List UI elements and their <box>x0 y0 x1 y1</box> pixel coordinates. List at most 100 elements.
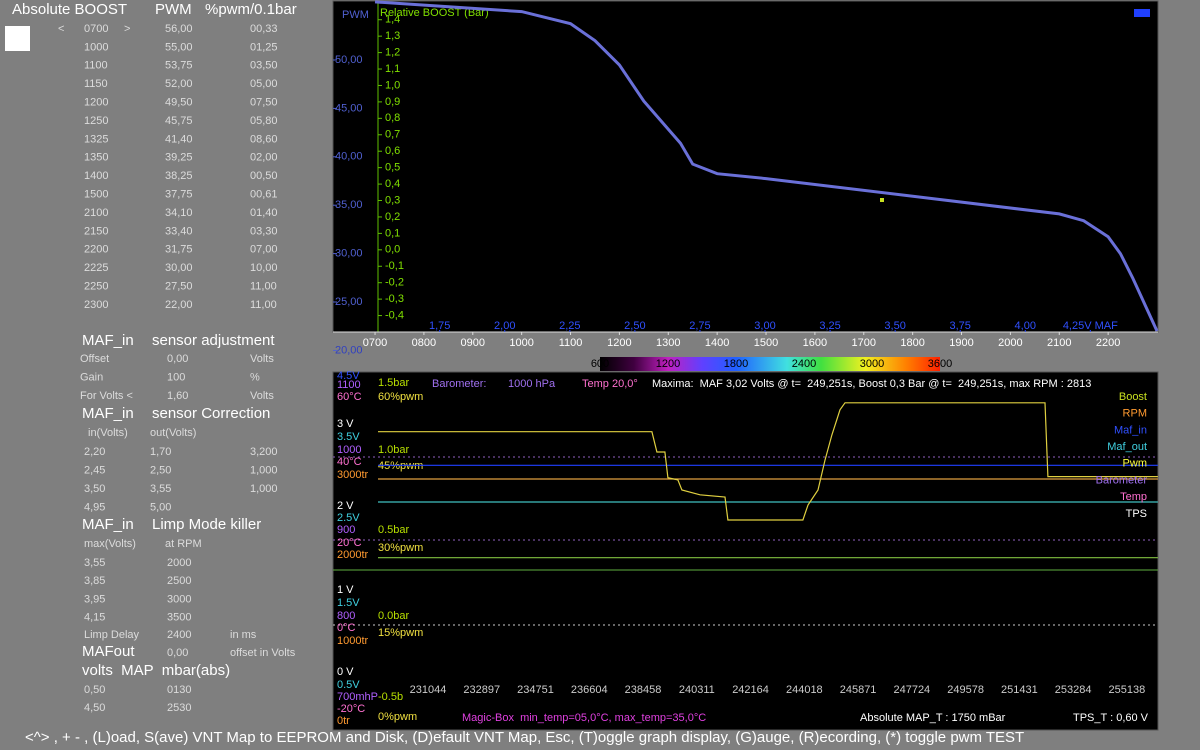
x-tick-label: 4,00 <box>1015 320 1036 332</box>
x2-tick-label: 2000 <box>998 337 1022 349</box>
legend-entry[interactable]: Maf_out <box>1107 441 1147 453</box>
scale-label: 1000 <box>337 444 361 456</box>
table-cell: 56,00 <box>165 23 193 35</box>
nav-next[interactable]: > <box>124 23 130 35</box>
table-cell: 2,45 <box>84 464 105 476</box>
table-cell: 4,95 <box>84 501 105 513</box>
table-cell: 2,50 <box>150 464 171 476</box>
table-cell: 02,00 <box>250 152 278 164</box>
colorbar-label: 1200 <box>656 358 680 370</box>
table-cell: 1150 <box>84 78 108 90</box>
colorbar-label: 1800 <box>724 358 748 370</box>
section-title: volts MAP mbar(abs) <box>82 662 230 679</box>
legend-entry[interactable]: RPM <box>1123 408 1147 420</box>
setting-cell: Volts <box>250 353 274 365</box>
scale-label: 3.5V <box>337 431 360 443</box>
table-cell: 1100 <box>84 60 108 72</box>
table-cell: 07,00 <box>250 244 278 256</box>
status-text: Absolute MAP_T : 1750 mBar <box>860 712 1006 724</box>
y2-tick-label: 0,3 <box>385 194 400 206</box>
table-cell: 49,50 <box>165 97 193 109</box>
x-tick-label: 238458 <box>625 684 662 696</box>
table-cell: 31,75 <box>165 244 193 256</box>
section-title: MAFout <box>82 643 135 660</box>
x-tick-label: 3,00 <box>754 320 775 332</box>
scale-label: 1 V <box>337 584 354 596</box>
legend-entry[interactable]: TPS <box>1126 508 1147 520</box>
x-tick-label: 1,75 <box>429 320 450 332</box>
x-tick-label: 255138 <box>1109 684 1146 696</box>
scale-label: 0.5V <box>337 679 360 691</box>
scale-label: 4.5V <box>337 370 360 382</box>
scale-label: 0.0bar <box>378 610 410 622</box>
section-title: MAF_in <box>82 516 134 533</box>
setting-cell: For Volts < <box>80 390 133 402</box>
x2-tick-label: 1000 <box>509 337 533 349</box>
scale-label: 60%pwm <box>378 391 423 403</box>
bottom-graph-area <box>332 371 1159 731</box>
table-cell: 3,55 <box>150 483 171 495</box>
y2-tick-label: 0,9 <box>385 96 400 108</box>
top-graph-area <box>332 0 1159 333</box>
scale-label: -0.5b <box>378 691 403 703</box>
y-tick-label: 45,00 <box>335 102 363 114</box>
legend-entry[interactable]: Barometer <box>1096 474 1148 486</box>
scale-label: 0tr <box>337 715 350 727</box>
scale-label: 1100 <box>337 379 361 391</box>
legend-entry[interactable]: Temp <box>1120 491 1147 503</box>
table-cell: 3,95 <box>84 593 105 605</box>
table-cell: 1325 <box>84 133 108 145</box>
x-tick-label: 3,25 <box>819 320 840 332</box>
section-title: MAF_in <box>82 332 134 349</box>
table-cell: 11,00 <box>250 299 277 311</box>
scale-label: 40°C <box>337 456 362 468</box>
status-text: TPS_T : 0,60 V <box>1073 712 1149 724</box>
section-title: sensor adjustment <box>152 332 275 349</box>
status-text: Maxima: MAF 3,02 Volts @ t= 249,251s, Bo… <box>652 378 1091 390</box>
y2-tick-label: 0,4 <box>385 178 400 190</box>
table-cell: 2300 <box>84 299 108 311</box>
table-cell: 2100 <box>84 207 108 219</box>
table-cell: 10,00 <box>250 262 278 274</box>
y2-tick-label: 1,0 <box>385 79 400 91</box>
table-cell: 3,85 <box>84 575 105 587</box>
y2-tick-label: 1,2 <box>385 47 400 59</box>
scale-label: 800 <box>337 610 355 622</box>
table-cell: 45,75 <box>165 115 193 127</box>
table-cell: 4,50 <box>84 702 105 714</box>
column-header: max(Volts) <box>84 538 136 550</box>
legend-entry[interactable]: Maf_in <box>1114 424 1147 436</box>
setting-cell: Gain <box>80 371 103 383</box>
y2-tick-label: 0,7 <box>385 129 400 141</box>
nav-prev[interactable]: < <box>58 23 64 35</box>
x-tick-label: 2,25 <box>559 320 580 332</box>
column-header: %pwm/0.1bar <box>205 1 297 18</box>
scale-label: 2000tr <box>337 549 369 561</box>
scale-label: 1.0bar <box>378 444 410 456</box>
scale-label: 0.5bar <box>378 524 410 536</box>
colorbar-label: 3600 <box>928 358 952 370</box>
x-tick-label: 240311 <box>679 684 715 696</box>
y-tick-label: 20,00 <box>335 344 363 356</box>
table-cell: 3,55 <box>84 557 105 569</box>
y2-tick-label: 0,2 <box>385 211 400 223</box>
legend-entry[interactable]: Pwm <box>1123 458 1147 470</box>
x-tick-label: 249578 <box>947 684 984 696</box>
colorbar-label: 2400 <box>792 358 816 370</box>
y2-tick-label: -0,4 <box>385 309 404 321</box>
legend-entry[interactable]: Boost <box>1119 391 1147 403</box>
column-header: PWM <box>155 1 192 18</box>
table-cell: 34,10 <box>165 207 193 219</box>
scale-label: 900 <box>337 524 355 536</box>
help-line: <^> , + - , (L)oad, S(ave) VNT Map to EE… <box>25 729 1024 746</box>
section-title: Limp Mode killer <box>152 516 261 533</box>
table-cell: 38,25 <box>165 170 193 182</box>
y2-tick-label: 0,6 <box>385 145 400 157</box>
table-cell: 1500 <box>84 189 108 201</box>
x2-tick-label: 0700 <box>363 337 387 349</box>
x-tick-label: 236604 <box>571 684 608 696</box>
section-title: sensor Correction <box>152 405 270 422</box>
x2-tick-label: 1100 <box>559 337 583 349</box>
colorbar-label: 600 <box>591 358 609 370</box>
table-cell: 0130 <box>167 684 191 696</box>
